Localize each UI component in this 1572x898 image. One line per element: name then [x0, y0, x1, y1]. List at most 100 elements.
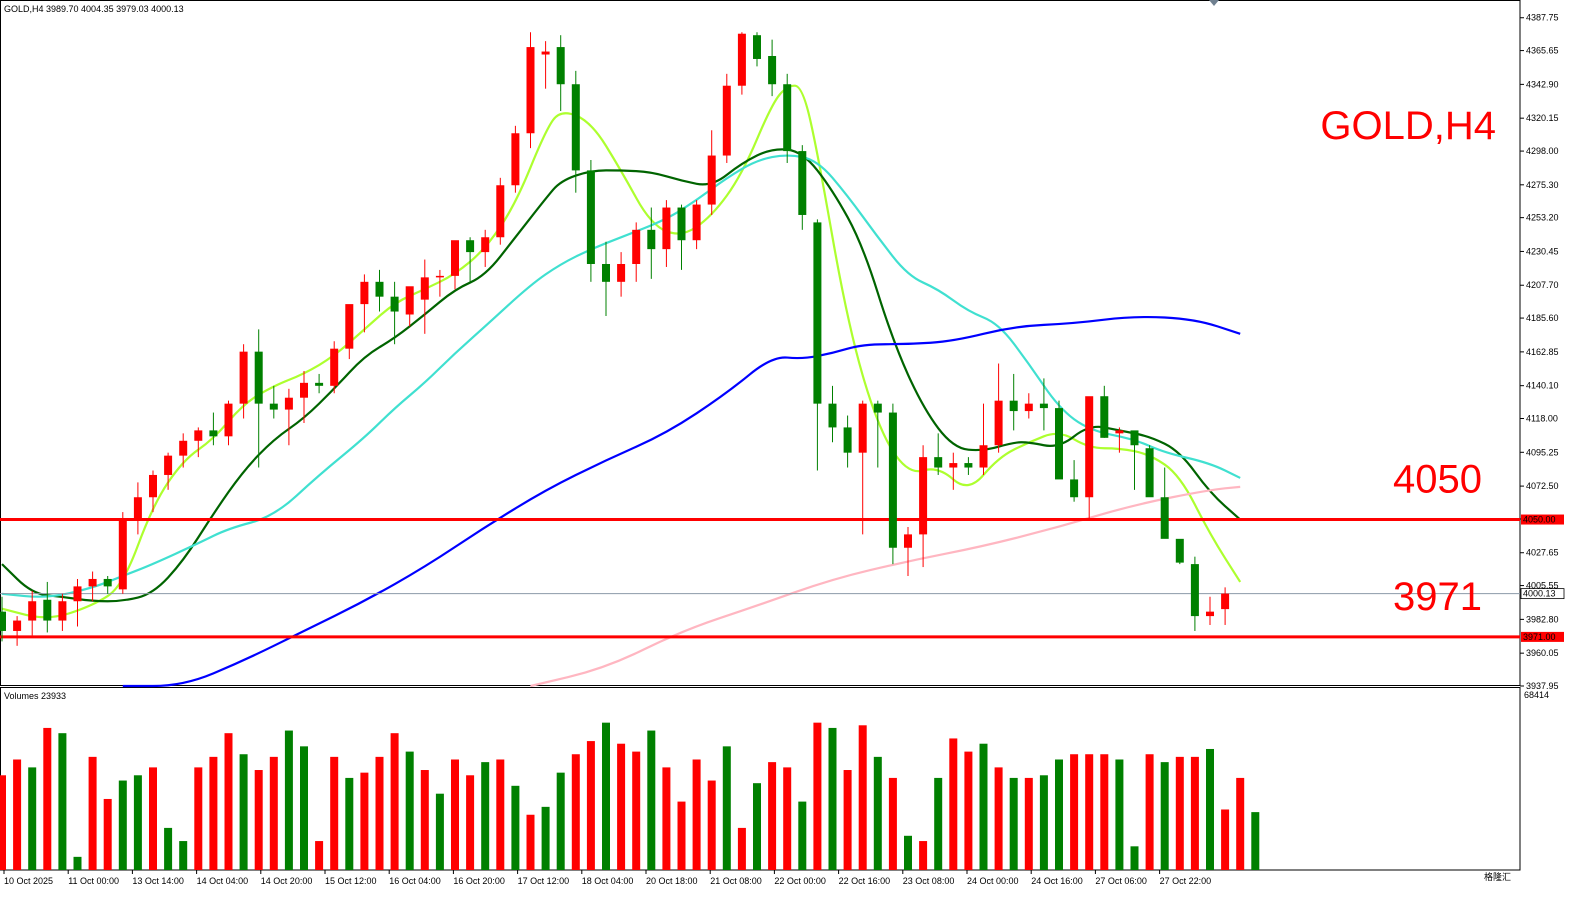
- y-tick-label: 3960.05: [1526, 648, 1559, 658]
- candle: [979, 445, 988, 468]
- candle: [118, 519, 127, 590]
- volume-bar: [164, 827, 173, 870]
- volume-bar: [390, 733, 399, 870]
- candle: [1100, 396, 1109, 438]
- candle: [269, 403, 278, 410]
- moving-average-line-2: [1, 148, 1241, 603]
- y-tick-label: 4118.00: [1526, 414, 1558, 424]
- level-price-tag-bg: [1521, 631, 1564, 642]
- candle: [888, 412, 897, 548]
- y-tick-label: 4095.25: [1526, 447, 1559, 457]
- candle: [330, 348, 339, 386]
- candle: [405, 286, 414, 315]
- y-tick-label: 4342.90: [1526, 79, 1559, 89]
- chart-ohlc: 3989.70 4004.35 3979.03 4000.13: [46, 4, 184, 14]
- candle: [360, 281, 369, 305]
- volume-bar: [284, 730, 293, 870]
- candle: [586, 170, 595, 264]
- volume-bar: [571, 754, 580, 870]
- y-tick-label: 4253.20: [1526, 213, 1559, 223]
- x-tick-label: 22 Oct 16:00: [839, 876, 891, 886]
- volume-bar: [1055, 759, 1063, 870]
- volume-bar: [511, 785, 520, 870]
- y-tick-label: 4275.30: [1526, 180, 1559, 190]
- candle: [345, 304, 354, 349]
- moving-average-line-5: [530, 485, 1241, 688]
- x-tick-label: 20 Oct 18:00: [646, 876, 698, 886]
- candle: [73, 586, 82, 602]
- candle: [1175, 538, 1184, 563]
- volume-bar: [1039, 775, 1048, 870]
- chart-symbol: GOLD,H4: [4, 4, 46, 14]
- candle: [466, 240, 475, 253]
- y-tick-label: 4387.75: [1526, 13, 1559, 23]
- y-tick-label: 4027.65: [1526, 548, 1559, 558]
- volume-bar: [964, 751, 973, 870]
- volume-bar: [919, 841, 928, 870]
- candle: [647, 229, 656, 250]
- volume-bar: [662, 767, 671, 870]
- volume-bar: [632, 751, 641, 870]
- volume-bar: [315, 841, 324, 870]
- price-panel-frame: [0, 0, 1521, 686]
- volume-bar: [269, 756, 278, 870]
- candle: [420, 277, 429, 300]
- y-tick-label: 4005.55: [1526, 581, 1559, 591]
- volume-bar: [1070, 754, 1079, 870]
- volume-bar: [435, 793, 444, 870]
- x-tick-label: 13 Oct 14:00: [132, 876, 184, 886]
- y-tick-label: 4365.65: [1526, 46, 1559, 56]
- candle: [692, 204, 701, 241]
- volume-bar: [737, 827, 746, 870]
- candle: [843, 427, 852, 453]
- volume-bar: [254, 770, 263, 870]
- candle: [1085, 396, 1094, 498]
- window-scroll-marker: [1209, 0, 1219, 6]
- volume-bar: [118, 780, 127, 870]
- candle: [284, 397, 293, 410]
- candle: [390, 296, 399, 312]
- level-price-tag-bg: [1521, 514, 1564, 525]
- candle: [13, 620, 22, 631]
- volume-bar: [405, 751, 414, 870]
- candle: [828, 403, 837, 428]
- candle: [179, 440, 188, 456]
- level-price-tag: 4050.00: [1523, 515, 1556, 525]
- candle: [1190, 564, 1199, 617]
- candle: [209, 430, 218, 437]
- volume-bar: [420, 770, 429, 870]
- volume-bar: [1236, 777, 1245, 870]
- volume-bar: [873, 756, 882, 870]
- volume-bar: [994, 767, 1003, 870]
- watermark: 格隆汇: [1484, 871, 1511, 882]
- candle: [602, 263, 610, 282]
- volume-bar: [949, 738, 958, 870]
- x-tick-label: 18 Oct 04:00: [582, 876, 634, 886]
- volume-bar: [330, 756, 339, 870]
- volume-bar: [28, 767, 37, 870]
- candle: [783, 84, 792, 152]
- y-tick-label: 4185.60: [1526, 313, 1559, 323]
- candle: [149, 474, 157, 498]
- volume-bar: [858, 725, 867, 870]
- volume-bar: [526, 814, 535, 870]
- volume-bar: [783, 767, 792, 870]
- volume-bar: [1085, 754, 1094, 870]
- y-tick-label: 4072.50: [1526, 481, 1559, 491]
- y-tick-label: 4230.45: [1526, 246, 1559, 256]
- candle: [1024, 403, 1033, 412]
- volume-bar: [133, 775, 142, 870]
- y-tick-label: 4320.15: [1526, 113, 1559, 123]
- volume-bar: [541, 806, 550, 870]
- x-tick-label: 16 Oct 20:00: [453, 876, 505, 886]
- candle: [526, 47, 535, 134]
- x-tick-label: 21 Oct 08:00: [710, 876, 762, 886]
- x-tick-label: 24 Oct 16:00: [1031, 876, 1083, 886]
- candle: [315, 382, 324, 386]
- volume-bar: [1221, 809, 1230, 870]
- x-tick-label: 14 Oct 20:00: [261, 876, 313, 886]
- level-label-3971: 3971: [1393, 575, 1482, 619]
- candle: [1115, 430, 1124, 434]
- candle: [481, 237, 490, 253]
